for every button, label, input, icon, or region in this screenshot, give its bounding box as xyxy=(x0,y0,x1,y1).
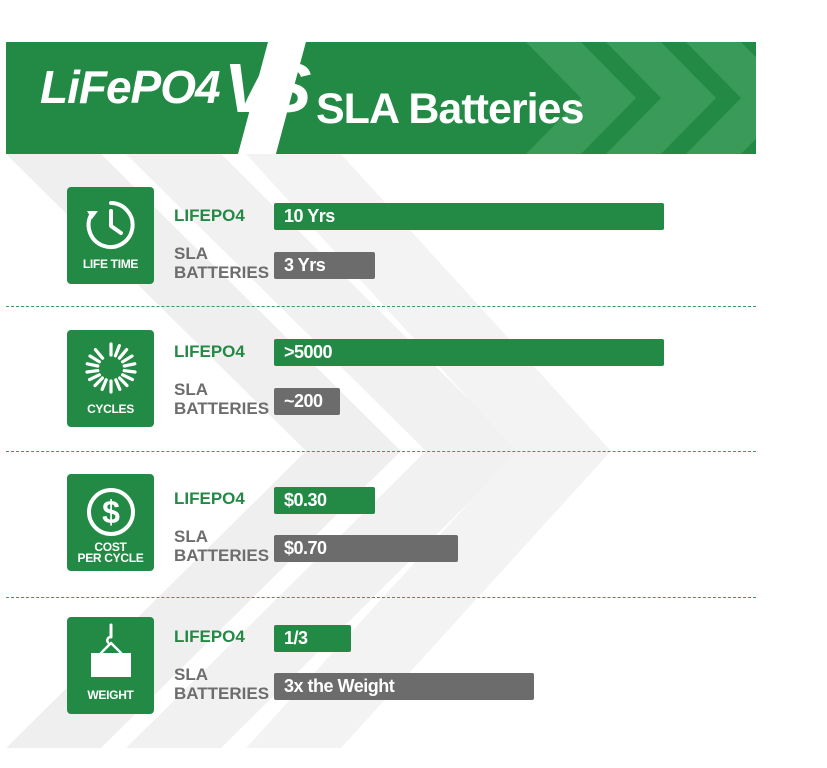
lifetime-sla-bar: 3 Yrs xyxy=(274,252,375,279)
row-divider xyxy=(6,597,756,598)
weight-icon xyxy=(91,623,131,677)
cycles-lifepo4-bar: >5000 xyxy=(274,339,664,366)
sla-label-line2: BATTERIES xyxy=(174,546,270,565)
cost-sla-bar: $0.70 xyxy=(274,535,458,562)
header-title-lifepo4: LiFePO4 xyxy=(40,61,221,113)
clock-icon xyxy=(86,201,135,249)
cost-sla-label: SLA BATTERIES xyxy=(174,527,269,565)
tile-label-lifetime: LIFE TIME xyxy=(82,257,139,271)
header-chevron-decoration xyxy=(238,42,756,154)
row-divider xyxy=(6,451,756,452)
svg-text:$: $ xyxy=(102,494,120,530)
lifetime-sla-label: SLA BATTERIES xyxy=(174,244,269,282)
dollar-icon: $ xyxy=(87,488,135,536)
weight-sla-bar: 3x the Weight xyxy=(274,673,534,700)
lifetime-tile: LIFE TIME xyxy=(67,187,154,284)
sla-label-line2: BATTERIES xyxy=(174,684,270,703)
weight-sla-label: SLA BATTERIES xyxy=(174,665,269,703)
cost-per-cycle-tile: $ COST PER CYCLE xyxy=(67,474,154,571)
tile-label-cycles: CYCLES xyxy=(87,402,134,416)
header-banner: LiFePO4 VS SLA Batteries xyxy=(6,42,756,154)
sla-label-line1: SLA xyxy=(174,244,208,263)
cycles-sla-bar: ~200 xyxy=(274,388,340,415)
weight-lifepo4-label: LIFEPO4 xyxy=(174,627,245,646)
sla-label-line2: BATTERIES xyxy=(174,263,270,282)
row-divider xyxy=(6,306,756,307)
cycles-sla-label: SLA BATTERIES xyxy=(174,380,269,418)
weight-lifepo4-bar: 1/3 xyxy=(274,625,351,652)
cycles-icon xyxy=(85,342,137,394)
tile-label-line2: PER CYCLE xyxy=(77,551,144,565)
tile-label-weight: WEIGHT xyxy=(87,688,134,702)
tile-label-line1: COST xyxy=(94,540,127,554)
cost-lifepo4-label: LIFEPO4 xyxy=(174,489,245,508)
lifetime-lifepo4-label: LIFEPO4 xyxy=(174,206,245,225)
sla-label-line2: BATTERIES xyxy=(174,399,270,418)
lifetime-lifepo4-bar: 10 Yrs xyxy=(274,203,664,230)
weight-tile: WEIGHT xyxy=(67,617,154,714)
sla-label-line1: SLA xyxy=(174,665,208,684)
cost-lifepo4-bar: $0.30 xyxy=(274,487,375,514)
cycles-lifepo4-label: LIFEPO4 xyxy=(174,342,245,361)
cycles-tile: CYCLES xyxy=(67,330,154,427)
sla-label-line1: SLA xyxy=(174,527,208,546)
tile-label-cost-per-cycle: COST PER CYCLE xyxy=(67,540,154,565)
header-title-vs: VS xyxy=(224,49,311,127)
header-title-sla-batteries: SLA Batteries xyxy=(316,85,584,133)
sla-label-line1: SLA xyxy=(174,380,208,399)
